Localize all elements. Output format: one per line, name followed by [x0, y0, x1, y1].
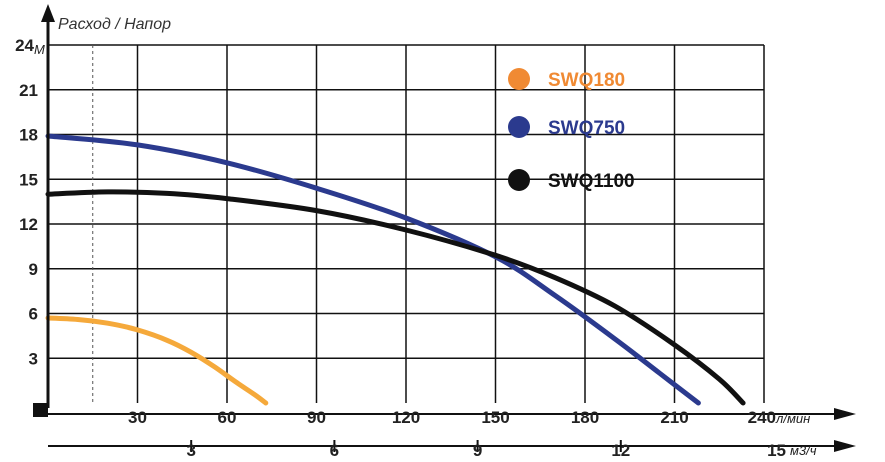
y-axis-arrow-icon — [41, 4, 55, 22]
y-tick-label: 3 — [29, 349, 38, 368]
series-line-swq1100 — [45, 189, 746, 406]
grid — [48, 44, 765, 403]
series-line-swq180 — [45, 315, 269, 406]
y-tick-label: 21 — [19, 81, 38, 100]
legend-label-swq1100: SWQ1100 — [548, 171, 635, 192]
x-bottom-tick-label: 15 — [767, 441, 786, 460]
legend-marker-swq750 — [508, 116, 530, 138]
x-bottom-tick-label: 9 — [473, 441, 482, 460]
y-tick-label: 12 — [19, 215, 38, 234]
x-top-tick-label: 90 — [307, 408, 326, 427]
x-top-tick-label: 210 — [660, 408, 688, 427]
x-top-tick-label: 120 — [392, 408, 420, 427]
origin-square-icon — [33, 403, 48, 417]
x-top-tick-label: 180 — [571, 408, 599, 427]
x-top-tick-label: 30 — [128, 408, 147, 427]
x-top-tick-label: 60 — [218, 408, 237, 427]
legend-label-swq180: SWQ180 — [548, 70, 625, 91]
y-tick-label: 24 — [15, 36, 34, 55]
y-tick-label: 9 — [29, 260, 38, 279]
curves — [45, 133, 746, 406]
y-unit-label: М — [34, 42, 45, 57]
legend: SWQ180 SWQ750 SWQ1100 — [508, 68, 635, 192]
x-bottom-tick-labels: 3 6 9 12 15 — [186, 440, 786, 460]
y-tick-labels: 3 6 9 12 15 18 21 24 — [15, 36, 38, 368]
legend-label-swq750: SWQ750 — [548, 118, 625, 139]
x-bottom-tick-label: 3 — [186, 441, 195, 460]
x-top-tick-label: 240 — [748, 408, 776, 427]
x-top-tick-labels: 30 60 90 120 150 180 210 240 — [128, 408, 776, 427]
x-top-tick-label: 150 — [481, 408, 509, 427]
axes — [33, 4, 856, 452]
y-tick-label: 15 — [19, 170, 38, 189]
x-axis-top-arrow-icon — [834, 408, 856, 420]
legend-marker-swq180 — [508, 68, 530, 90]
x-bottom-tick-label: 6 — [330, 441, 339, 460]
legend-marker-swq1100 — [508, 169, 530, 191]
x-bottom-unit-label: м3/ч — [790, 443, 817, 458]
x-top-unit-label: л/мин — [775, 411, 810, 426]
x-axis-bottom-arrow-icon — [834, 440, 856, 452]
chart-title: Расход / Напор — [58, 16, 171, 33]
y-tick-label: 6 — [29, 305, 38, 324]
y-tick-label: 18 — [19, 126, 38, 145]
x-bottom-tick-label: 12 — [611, 441, 630, 460]
series-line-swq750 — [45, 133, 701, 406]
